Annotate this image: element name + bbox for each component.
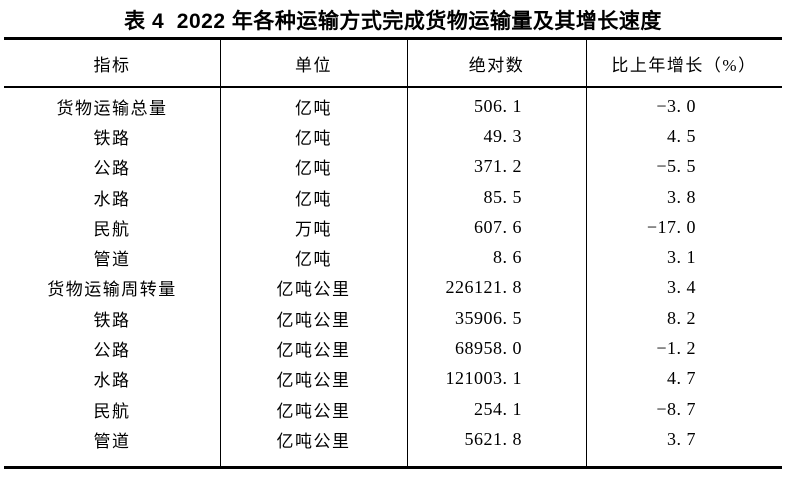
cell-growth-rate: 3. 1 (667, 247, 696, 268)
cell-growth-rate: 3. 4 (667, 277, 696, 298)
table-row: 管道 亿吨 8. 6 3. 1 (4, 242, 782, 272)
cell-unit: 亿吨 (295, 128, 332, 148)
freight-volume-table: 指标 单位 绝对数 比上年增长（%） 货物运输总量 亿吨 506. 1 −3. … (4, 37, 782, 469)
cell-unit: 亿吨 (295, 250, 332, 270)
header-absolute-value: 绝对数 (468, 55, 525, 75)
cell-absolute-value: 254. 1 (474, 398, 522, 419)
cell-unit: 亿吨公里 (276, 371, 351, 391)
column-divider (219, 40, 221, 466)
cell-absolute-value: 5621. 8 (464, 428, 522, 449)
cell-unit: 亿吨公里 (276, 431, 351, 451)
cell-growth-rate: −3. 0 (656, 95, 696, 116)
table-body: 货物运输总量 亿吨 506. 1 −3. 0 铁路 亿吨 49. 3 4. 5 … (4, 88, 782, 455)
column-divider (585, 40, 587, 466)
cell-unit: 亿吨 (295, 98, 332, 118)
cell-indicator: 铁路 (93, 310, 131, 330)
cell-absolute-value: 68958. 0 (455, 338, 522, 359)
table-row: 民航 亿吨公里 254. 1 −8. 7 (4, 394, 782, 424)
cell-indicator: 公路 (93, 159, 131, 179)
cell-indicator: 货物运输周转量 (47, 280, 177, 300)
cell-indicator: 水路 (93, 189, 131, 209)
cell-absolute-value: 35906. 5 (455, 307, 522, 328)
cell-indicator: 货物运输总量 (56, 98, 168, 118)
header-indicator: 指标 (93, 55, 131, 75)
cell-absolute-value: 506. 1 (474, 95, 522, 116)
cell-indicator: 管道 (93, 431, 131, 451)
cell-unit: 亿吨 (295, 189, 332, 209)
cell-growth-rate: 3. 8 (667, 186, 696, 207)
cell-indicator: 水路 (93, 371, 131, 391)
cell-indicator: 民航 (93, 219, 131, 239)
cell-growth-rate: 8. 2 (667, 307, 696, 328)
cell-absolute-value: 85. 5 (483, 186, 522, 207)
table-row: 货物运输周转量 亿吨公里 226121. 8 3. 4 (4, 273, 782, 303)
cell-unit: 亿吨 (295, 159, 332, 179)
cell-growth-rate: 4. 5 (667, 125, 696, 146)
page-title: 表 4 2022 年各种运输方式完成货物运输量及其增长速度 (124, 10, 662, 33)
table-header-row: 指标 单位 绝对数 比上年增长（%） (4, 40, 782, 88)
cell-growth-rate: 4. 7 (667, 368, 696, 389)
table-row: 公路 亿吨公里 68958. 0 −1. 2 (4, 333, 782, 363)
cell-growth-rate: −8. 7 (656, 398, 696, 419)
cell-absolute-value: 8. 6 (493, 247, 522, 268)
cell-indicator: 铁路 (93, 128, 131, 148)
header-unit: 单位 (295, 55, 332, 75)
header-growth-rate: 比上年增长（%） (611, 55, 757, 75)
cell-indicator: 管道 (93, 250, 131, 270)
table-row: 公路 亿吨 371. 2 −5. 5 (4, 152, 782, 182)
table-row: 水路 亿吨公里 121003. 1 4. 7 (4, 364, 782, 394)
cell-growth-rate: 3. 7 (667, 428, 696, 449)
cell-growth-rate: −1. 2 (656, 338, 696, 359)
cell-unit: 亿吨公里 (276, 280, 351, 300)
cell-unit: 亿吨公里 (276, 401, 351, 421)
table-row: 水路 亿吨 85. 5 3. 8 (4, 182, 782, 212)
cell-unit: 亿吨公里 (276, 341, 351, 361)
cell-absolute-value: 226121. 8 (445, 277, 522, 298)
cell-unit: 亿吨公里 (276, 310, 351, 330)
cell-absolute-value: 371. 2 (474, 156, 522, 177)
cell-indicator: 公路 (93, 341, 131, 361)
cell-unit: 万吨 (295, 219, 332, 239)
cell-growth-rate: −17. 0 (646, 216, 696, 237)
cell-absolute-value: 49. 3 (483, 125, 522, 146)
cell-growth-rate: −5. 5 (656, 156, 696, 177)
cell-absolute-value: 121003. 1 (445, 368, 522, 389)
column-divider (406, 40, 408, 466)
table-row: 铁路 亿吨 49. 3 4. 5 (4, 121, 782, 151)
table-row: 管道 亿吨公里 5621. 8 3. 7 (4, 424, 782, 454)
table-row: 铁路 亿吨公里 35906. 5 8. 2 (4, 303, 782, 333)
table-row: 民航 万吨 607. 6 −17. 0 (4, 212, 782, 242)
table-row: 货物运输总量 亿吨 506. 1 −3. 0 (4, 91, 782, 121)
cell-indicator: 民航 (93, 401, 131, 421)
cell-absolute-value: 607. 6 (474, 216, 522, 237)
